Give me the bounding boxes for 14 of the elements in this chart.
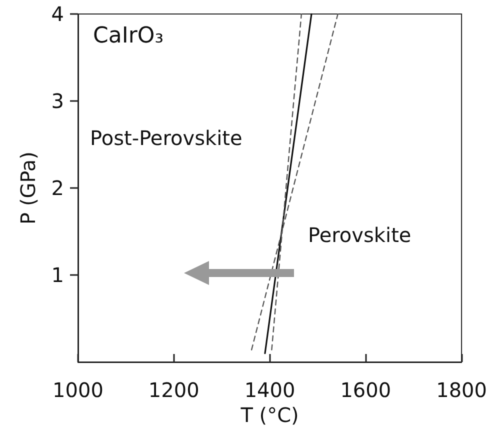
x-tick-label: 1800 — [436, 378, 488, 402]
y-tick-label: 1 — [51, 263, 64, 287]
annotation: Perovskite — [308, 223, 412, 247]
y-tick-label: 2 — [51, 176, 64, 200]
x-tick-label: 1000 — [52, 378, 104, 402]
y-tick-label: 4 — [51, 2, 64, 26]
x-axis-title: T (°C) — [240, 402, 299, 427]
x-tick-label: 1200 — [148, 378, 200, 402]
y-axis-title: P (GPa) — [16, 152, 40, 224]
y-tick-label: 3 — [51, 89, 64, 113]
x-tick-label: 1400 — [244, 378, 296, 402]
x-tick-label: 1600 — [340, 378, 392, 402]
annotation: Post-Perovskite — [90, 126, 242, 150]
chart-title: CaIrO₃ — [93, 24, 164, 48]
